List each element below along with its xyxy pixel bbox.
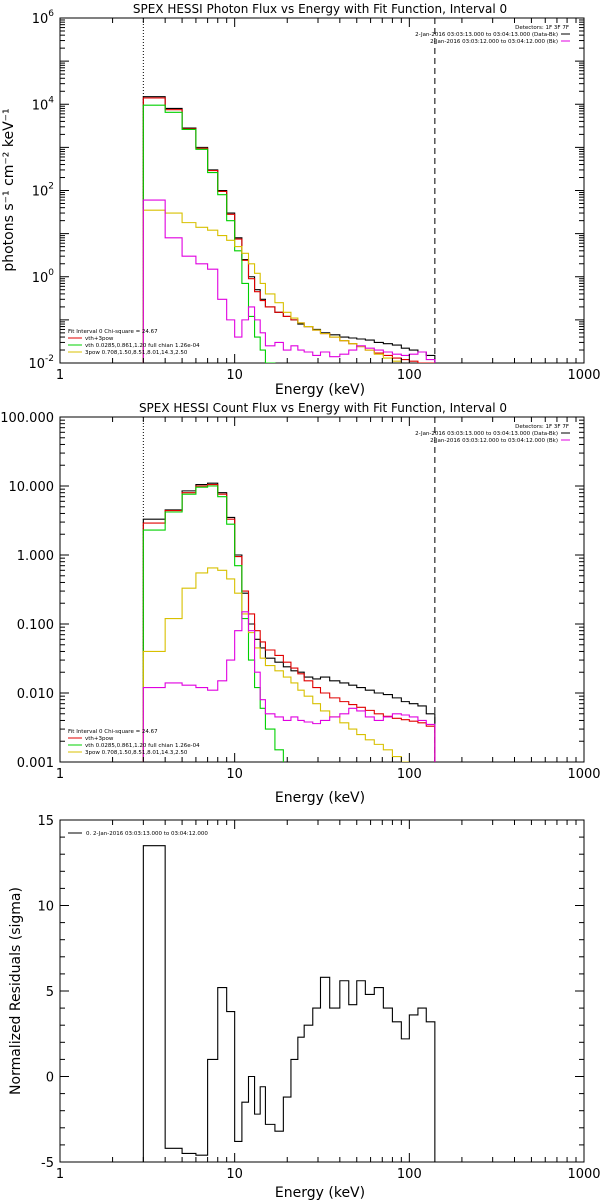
x-tick-label: 10 <box>226 1167 243 1182</box>
legend-vth-label: vth 0.0285,0.861,1.20 full chian 1.26e-0… <box>85 743 200 749</box>
plot-frame <box>59 17 585 364</box>
x-tick-label: 100 <box>397 767 422 782</box>
legend-data-label: 2-Jan-2016 03:03:13.000 to 03:04:13.000 … <box>415 32 558 38</box>
legend-data-label: 2-Jan-2016 03:03:13.000 to 03:04:13.000 … <box>415 431 558 437</box>
y-tick-label: 15 <box>37 814 54 829</box>
x-tick-label: 100 <box>397 368 422 383</box>
detectors-label: Detectors: 1F 3F 7F <box>515 424 569 430</box>
y-tick-label: 100.000 <box>0 411 54 426</box>
series-vth-3pow <box>142 97 435 363</box>
legend-label: 0. 2-Jan-2016 03:03:13.000 to 03:04:12.0… <box>86 831 208 837</box>
count-flux-panel: SPEX HESSI Count Flux vs Energy with Fit… <box>0 401 600 806</box>
legend-bk-label: 2-Jan-2016 03:03:12.000 to 03:04:12.000 … <box>430 39 558 45</box>
y-tick-label: 0.001 <box>17 756 54 771</box>
y-tick-label: 5 <box>46 985 54 1000</box>
y-tick-label: 10-2 <box>28 354 54 372</box>
y-tick-label: 10 <box>37 900 54 915</box>
x-tick-label: 1 <box>56 767 64 782</box>
fit-header: Fit Interval 0 Chi-square = 24.67 <box>68 729 158 735</box>
y-tick-label: 10.000 <box>9 480 55 495</box>
y-tick-label: 104 <box>32 95 55 113</box>
y-tick-label: -5 <box>41 1156 54 1171</box>
y-axis-label: photons s⁻¹ cm⁻² keV⁻¹ <box>1 108 17 271</box>
x-tick-label: 1 <box>56 1167 64 1182</box>
y-tick-label: 0 <box>46 1071 54 1086</box>
fit-header: Fit Interval 0 Chi-square = 24.67 <box>68 329 158 335</box>
x-tick-label: 1 <box>56 368 64 383</box>
x-axis-label: Energy (keV) <box>275 1185 365 1200</box>
series-3pow <box>142 567 436 762</box>
y-axis-label: Normalized Residuals (sigma) <box>8 887 24 1095</box>
x-tick-label: 10 <box>226 368 243 383</box>
legend-sum-label: vth+3pow <box>85 736 114 742</box>
residuals-panel: 1 10 100 1000 -5 0 5 10 15 Normalized Residuals … <box>8 814 600 1200</box>
y-tick-label: 0.010 <box>17 687 54 702</box>
plot-frame <box>59 819 585 1163</box>
x-tick-label: 1000 <box>567 767 600 782</box>
x-axis-label: Energy (keV) <box>275 790 365 806</box>
series-bk <box>142 199 436 363</box>
series-bk <box>142 611 436 762</box>
x-tick-label: 1000 <box>567 1167 600 1182</box>
series-residuals <box>142 845 436 1162</box>
y-tick-label: 0.100 <box>17 618 54 633</box>
x-axis-label: Energy (keV) <box>275 382 365 398</box>
count-flux-title: SPEX HESSI Count Flux vs Energy with Fit… <box>139 401 507 415</box>
y-tick-label: 102 <box>32 182 54 200</box>
legend-bk-label: 2-Jan-2016 03:03:12.000 to 03:04:12.000 … <box>430 438 558 444</box>
x-tick-label: 1000 <box>567 368 600 383</box>
series-data-bk <box>142 96 436 363</box>
legend-3pow-label: 3pow 0.708,1.50,8.51,8.01,14.3,2.50 <box>85 350 188 356</box>
detectors-label: Detectors: 1F 3F 7F <box>515 25 569 31</box>
legend-3pow-label: 3pow 0.708,1.50,8.51,8.01,14.3,2.50 <box>85 750 188 756</box>
x-tick-label: 10 <box>226 767 243 782</box>
photon-flux-panel: SPEX HESSI Photon Flux vs Energy with Fi… <box>1 2 600 398</box>
y-tick-label: 1.000 <box>17 549 54 564</box>
series-vth <box>142 104 436 363</box>
legend-vth-label: vth 0.0285,0.861,1.20 full chian 1.26e-0… <box>85 343 200 349</box>
series-vth <box>142 485 436 762</box>
x-tick-label: 100 <box>397 1167 422 1182</box>
plot-frame <box>59 416 585 763</box>
photon-flux-title: SPEX HESSI Photon Flux vs Energy with Fi… <box>133 2 507 16</box>
legend-sum-label: vth+3pow <box>85 336 114 342</box>
y-tick-label: 100 <box>32 268 55 286</box>
y-tick-label: 106 <box>32 9 55 27</box>
